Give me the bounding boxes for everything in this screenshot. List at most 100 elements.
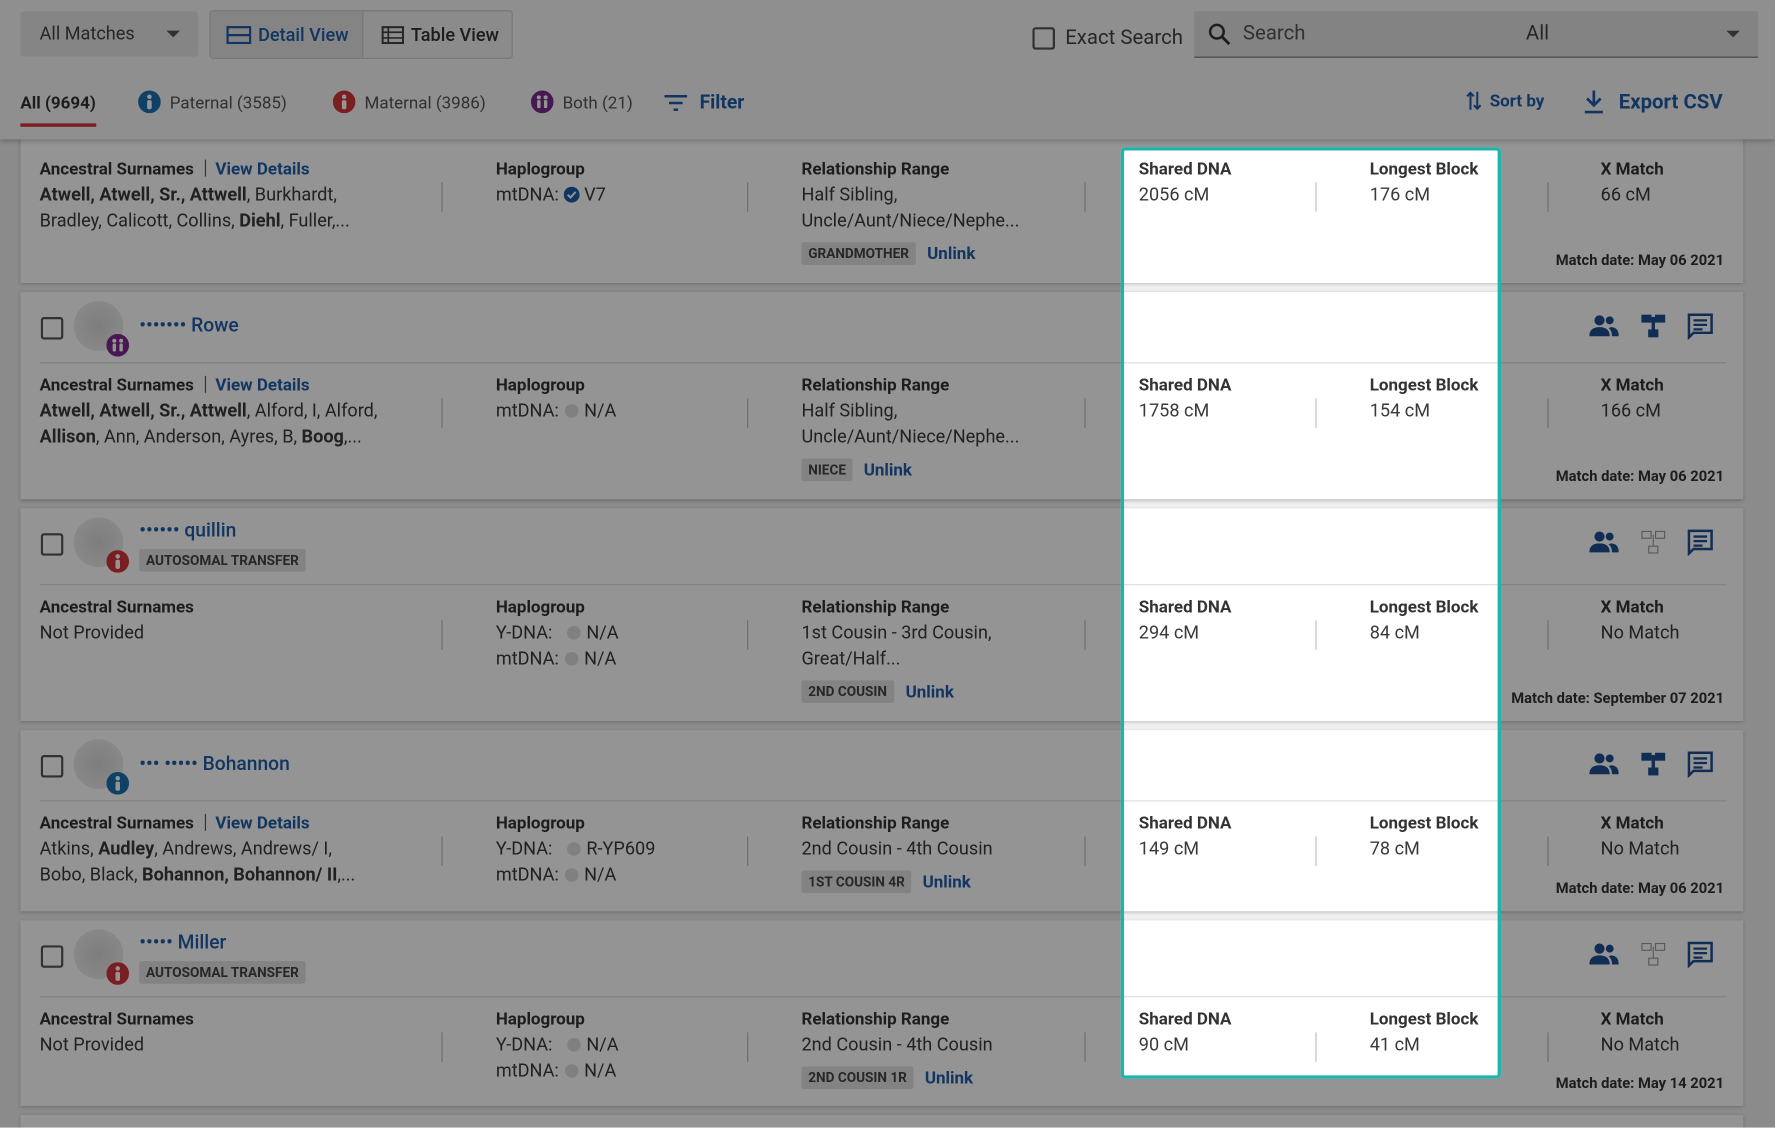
longest-block-value: 176 cM (1369, 183, 1431, 205)
surname: Bohannon, Bohannon/ II (142, 863, 338, 886)
haplogroup-type: mtDNA: (495, 183, 559, 205)
side-badge (106, 962, 130, 985)
surname: , Fuller,... (280, 209, 350, 231)
haplogroup-label: Haplogroup (495, 596, 585, 617)
match-name[interactable]: ••• ••••• Bohannon (139, 752, 290, 776)
relationship-tag: NIECE (801, 458, 853, 482)
surname: ,... (337, 863, 356, 886)
export-icon[interactable] (1583, 89, 1606, 114)
shared-dna-value: 2056 cM (1138, 183, 1210, 205)
longest-block-value: 154 cM (1369, 399, 1431, 422)
search-box[interactable]: Search All (1194, 11, 1758, 58)
unlink-link[interactable]: Unlink (905, 681, 954, 702)
filter-icon[interactable] (663, 94, 688, 112)
haplogroup-value: V7 (584, 183, 606, 205)
relatives-icon[interactable] (1589, 752, 1619, 777)
tree-icon[interactable] (1639, 314, 1666, 339)
view-details-link[interactable]: View Details (215, 812, 310, 834)
select-checkbox[interactable] (40, 755, 64, 778)
column-divider (747, 1032, 749, 1062)
haplogroup-type: Y-DNA: (495, 837, 553, 860)
all-matches-dropdown[interactable]: All Matches (20, 11, 199, 57)
match-date: Match date: May 06 2021 (1555, 252, 1725, 270)
surname: , Ann, Anderson, Ayres, B, (95, 425, 302, 448)
column-divider (1547, 398, 1549, 428)
column-divider (1084, 1032, 1086, 1062)
relatives-icon[interactable] (1589, 314, 1619, 339)
x-match-label: X Match (1600, 596, 1664, 617)
haplogroup-label: Haplogroup (495, 812, 585, 834)
longest-block-label: Longest Block (1369, 812, 1479, 834)
unlink-link[interactable]: Unlink (927, 243, 976, 264)
select-checkbox[interactable] (40, 316, 64, 340)
table-view-button[interactable]: Table View (363, 11, 511, 57)
view-details-link[interactable]: View Details (215, 374, 310, 396)
haplogroup-value: N/A (586, 1033, 619, 1056)
surname: Bradley, Calicott, Collins, (39, 209, 240, 231)
shared-dna-label: Shared DNA (1138, 1008, 1232, 1029)
column-divider (1547, 1032, 1549, 1062)
view-details-link[interactable]: View Details (215, 158, 310, 179)
side-badge (106, 550, 130, 573)
x-match-label: X Match (1600, 158, 1664, 179)
sort-button[interactable]: Sort by (1489, 90, 1545, 111)
message-icon[interactable] (1687, 312, 1714, 340)
match-name[interactable]: •••••• quillin (139, 519, 237, 543)
select-checkbox[interactable] (40, 945, 64, 968)
surnames-label: Ancestral Surnames View Details (40, 812, 310, 835)
transfer-tag: AUTOSOMAL TRANSFER (139, 549, 306, 572)
column-divider (747, 836, 749, 866)
column-divider (747, 620, 749, 650)
column-divider (1084, 182, 1086, 212)
detail-view-button[interactable]: Detail View (210, 11, 363, 58)
unlink-link[interactable]: Unlink (863, 459, 913, 480)
match-card: ••••••• Rowe Ancestral Surnames View Detai… (20, 292, 1744, 500)
maternal-icon (332, 90, 356, 114)
column-divider (1084, 836, 1086, 866)
dropdown-text: All Matches (39, 22, 135, 45)
unlink-link[interactable]: Unlink (924, 1067, 974, 1088)
column-divider (441, 836, 443, 866)
match-name[interactable]: ••••••• Rowe (139, 314, 239, 338)
relationship-value: 1st Cousin - 3rd Cousin, (801, 621, 992, 643)
match-card: Ancestral Surnames View Details Atwell, At… (20, 124, 1744, 284)
message-icon[interactable] (1687, 751, 1714, 778)
tree-icon[interactable] (1639, 530, 1666, 555)
tree-icon[interactable] (1639, 942, 1666, 967)
label: Ancestral Surnames (39, 1008, 194, 1029)
search-scope[interactable]: All (1525, 21, 1550, 46)
filter-button[interactable]: Filter (699, 91, 745, 115)
relationship-label: Relationship Range (801, 812, 950, 834)
relationship-value: Uncle/Aunt/Niece/Nephe... (801, 209, 1020, 231)
label: Ancestral Surnames (39, 374, 194, 396)
unlink-link[interactable]: Unlink (922, 871, 971, 893)
tab-both[interactable]: Both (21) (562, 92, 633, 114)
surnames-label: Ancestral Surnames (40, 1007, 194, 1030)
column-divider (1547, 836, 1549, 866)
surname: Audley (98, 837, 155, 860)
haplogroup-type: mtDNA: (495, 1059, 559, 1082)
surnames-label: Ancestral Surnames View Details (40, 374, 310, 397)
surnames-label: Ancestral Surnames (40, 595, 194, 618)
sort-icon[interactable] (1466, 91, 1482, 111)
exact-checkbox[interactable] (1032, 27, 1056, 50)
relatives-icon[interactable] (1589, 530, 1619, 555)
transfer-tag: AUTOSOMAL TRANSFER (139, 961, 306, 984)
match-name[interactable]: ••••• Miller (139, 931, 227, 955)
caret (1726, 30, 1740, 38)
label: Ancestral Surnames (39, 812, 194, 834)
tab-paternal[interactable]: Paternal (3585) (169, 92, 287, 114)
unverified-icon (567, 1038, 581, 1052)
message-icon[interactable] (1687, 941, 1714, 968)
tree-icon[interactable] (1639, 752, 1666, 777)
message-icon[interactable] (1687, 529, 1714, 556)
export-button[interactable]: Export CSV (1618, 90, 1723, 115)
x-match-value: 66 cM (1600, 183, 1651, 205)
tab-maternal[interactable]: Maternal (3986) (364, 92, 486, 114)
relatives-icon[interactable] (1589, 942, 1619, 967)
tab-all[interactable]: All (9694) (20, 92, 96, 114)
column-divider (1315, 836, 1317, 866)
haplogroup-type: mtDNA: (495, 399, 559, 422)
select-checkbox[interactable] (40, 533, 64, 556)
